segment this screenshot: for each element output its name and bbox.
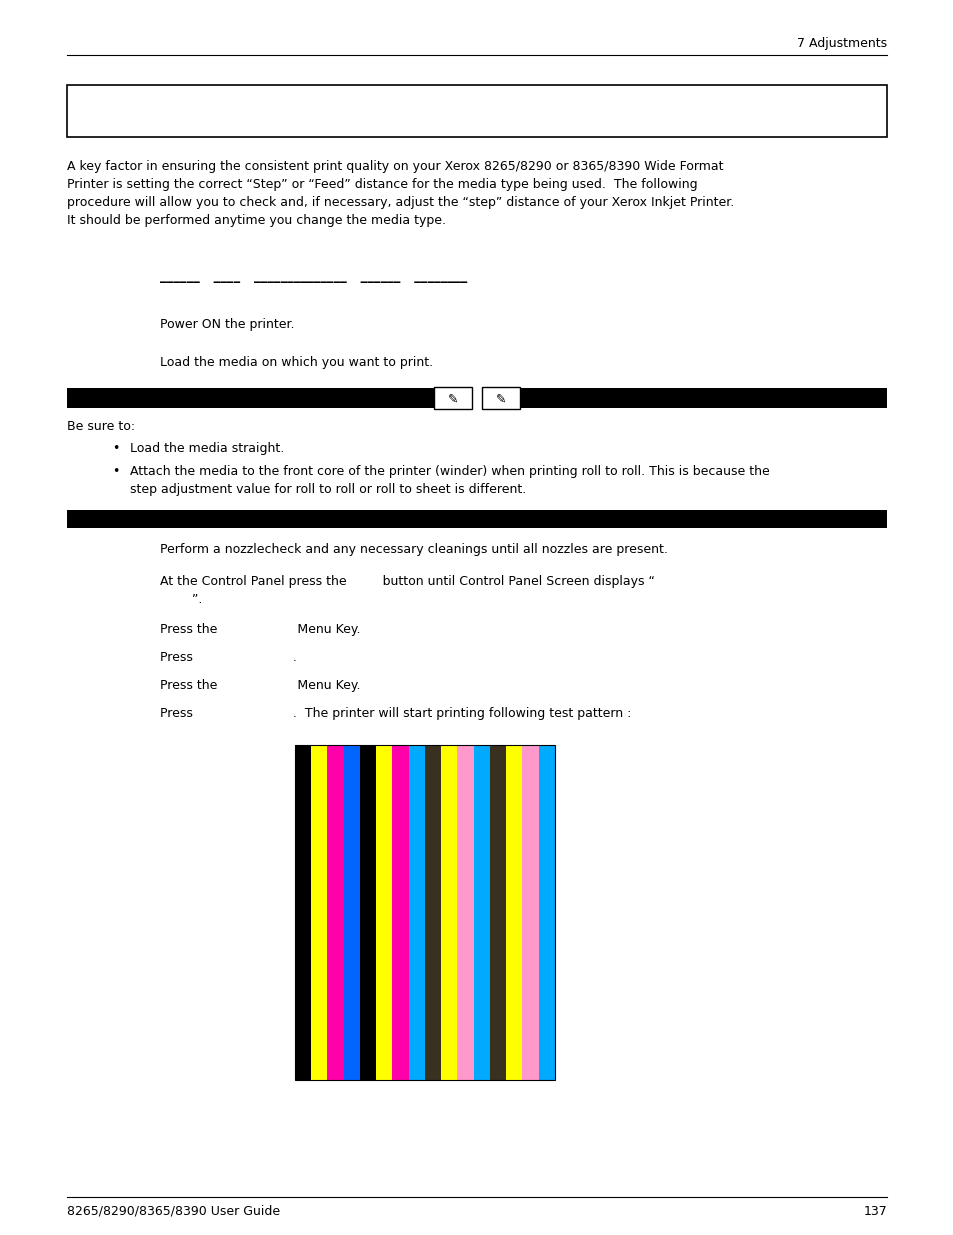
Bar (327, 745, 343, 1079)
Text: ______   ____   ______________   ______   ________: ______ ____ ______________ ______ ______… (160, 270, 467, 283)
Text: At the Control Panel press the         button until Control Panel Screen display: At the Control Panel press the button un… (160, 576, 654, 588)
Bar (490, 745, 506, 1079)
Bar (441, 745, 457, 1079)
Bar (519, 388, 886, 408)
Text: Attach the media to the front core of the printer (winder) when printing roll to: Attach the media to the front core of th… (130, 466, 769, 478)
Bar (375, 745, 392, 1079)
Text: 137: 137 (862, 1205, 886, 1218)
Bar (408, 745, 424, 1079)
Text: Be sure to:: Be sure to: (67, 420, 135, 433)
Text: Perform a nozzlecheck and any necessary cleanings until all nozzles are present.: Perform a nozzlecheck and any necessary … (160, 543, 667, 556)
Bar (457, 745, 474, 1079)
Text: procedure will allow you to check and, if necessary, adjust the “step” distance : procedure will allow you to check and, i… (67, 196, 734, 209)
Text: Press the                    Menu Key.: Press the Menu Key. (160, 622, 360, 636)
Text: Press                         .  The printer will start printing following test : Press . The printer will start printing … (160, 706, 631, 720)
Text: Load the media on which you want to print.: Load the media on which you want to prin… (160, 356, 433, 369)
Text: Press the                    Menu Key.: Press the Menu Key. (160, 679, 360, 692)
Bar (522, 745, 538, 1079)
Bar (67, 388, 434, 408)
Bar (343, 745, 359, 1079)
Text: 7 Adjustments: 7 Adjustments (796, 37, 886, 49)
Text: ✎: ✎ (447, 393, 457, 405)
Bar (67, 510, 886, 529)
Bar (294, 745, 311, 1079)
Text: ✎: ✎ (496, 393, 506, 405)
Text: Load the media straight.: Load the media straight. (130, 442, 284, 454)
Bar (481, 387, 519, 409)
Text: •: • (112, 466, 119, 478)
Bar (392, 745, 408, 1079)
Text: Power ON the printer.: Power ON the printer. (160, 317, 294, 331)
Text: A key factor in ensuring the consistent print quality on your Xerox 8265/8290 or: A key factor in ensuring the consistent … (67, 161, 722, 173)
Text: It should be performed anytime you change the media type.: It should be performed anytime you chang… (67, 214, 446, 227)
Bar (67, 85, 886, 137)
Text: Printer is setting the correct “Step” or “Feed” distance for the media type bein: Printer is setting the correct “Step” or… (67, 178, 697, 191)
Bar (311, 745, 327, 1079)
Bar (538, 745, 555, 1079)
Text: 8265/8290/8365/8390 User Guide: 8265/8290/8365/8390 User Guide (67, 1205, 280, 1218)
Bar (424, 745, 441, 1079)
Bar (359, 745, 375, 1079)
Bar (506, 745, 522, 1079)
Text: ”.: ”. (180, 593, 202, 606)
Text: step adjustment value for roll to roll or roll to sheet is different.: step adjustment value for roll to roll o… (130, 483, 526, 496)
Bar (294, 745, 555, 1079)
Text: •: • (112, 442, 119, 454)
Text: Press                         .: Press . (160, 651, 296, 664)
Bar (434, 387, 472, 409)
Bar (474, 745, 490, 1079)
